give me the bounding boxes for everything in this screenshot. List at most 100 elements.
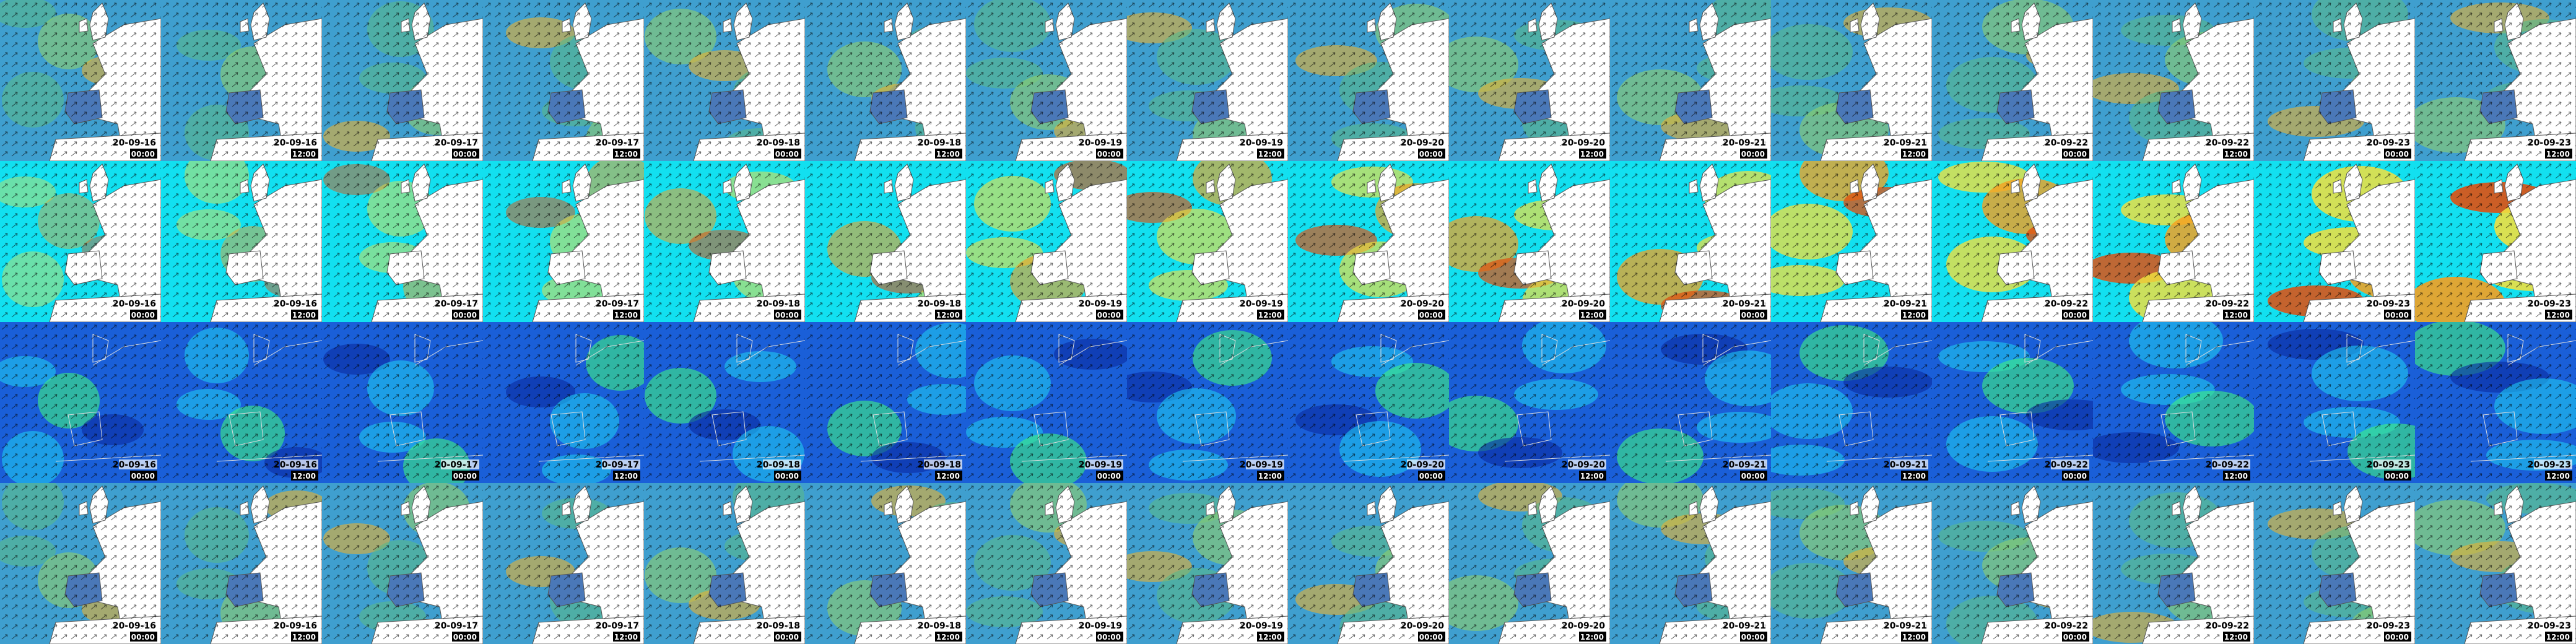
tile-content: 20-09-23 12:00 [2415, 161, 2576, 322]
time-box [935, 149, 962, 159]
time-label: 00:00 [2385, 311, 2409, 320]
time-label: 00:00 [453, 472, 477, 481]
wind-arrows [805, 161, 966, 322]
date-label: 20-09-20 [1401, 138, 1444, 148]
date-label: 20-09-18 [918, 299, 961, 309]
wind-arrows [1288, 0, 1449, 161]
map-tile: 20-09-20 00:00 [1288, 322, 1449, 483]
time-label: 00:00 [1419, 633, 1443, 642]
date-bg [1407, 459, 1445, 469]
time-label: 00:00 [2385, 472, 2409, 481]
map-tile: 20-09-18 12:00 [805, 161, 966, 322]
wind-arrows [2093, 161, 2254, 322]
map-tile: 20-09-23 12:00 [2415, 483, 2576, 644]
date-label: 20-09-18 [757, 460, 800, 470]
tile-content: 20-09-17 12:00 [483, 483, 644, 644]
date-bg [2051, 459, 2089, 469]
time-label: 00:00 [1741, 472, 1765, 481]
map-tile: 20-09-23 12:00 [2415, 0, 2576, 161]
wind-arrows [0, 483, 161, 644]
date-bg [1407, 298, 1445, 308]
date-bg [119, 298, 157, 308]
date-label: 20-09-22 [2045, 621, 2088, 631]
wind-arrows [161, 322, 322, 483]
tile-content: 20-09-16 00:00 [0, 161, 161, 322]
tile-content: 20-09-16 00:00 [0, 483, 161, 644]
time-label: 12:00 [1902, 150, 1926, 159]
tile-content: 20-09-20 12:00 [1449, 0, 1610, 161]
time-box [1579, 310, 1606, 320]
date-bg [1085, 620, 1123, 630]
date-label: 20-09-17 [596, 460, 639, 470]
date-bg [2534, 620, 2572, 630]
time-label: 12:00 [2546, 633, 2570, 642]
time-box [130, 310, 157, 320]
wind-arrows [1449, 322, 1610, 483]
tile-content: 20-09-23 00:00 [2254, 161, 2415, 322]
time-box [1257, 149, 1284, 159]
wind-arrows [2415, 161, 2576, 322]
time-box [2384, 632, 2411, 642]
time-label: 12:00 [2546, 311, 2570, 320]
tile-content: 20-09-21 00:00 [1610, 322, 1771, 483]
date-bg [924, 298, 962, 308]
date-bg [1568, 620, 1606, 630]
wind-arrows [2254, 483, 2415, 644]
date-label: 20-09-17 [435, 299, 478, 309]
date-label: 20-09-20 [1562, 460, 1605, 470]
tile-content: 20-09-18 12:00 [805, 0, 966, 161]
date-label: 20-09-23 [2528, 299, 2571, 309]
date-label: 20-09-23 [2528, 621, 2571, 631]
date-bg [763, 620, 801, 630]
tile-content: 20-09-19 12:00 [1127, 161, 1288, 322]
time-box [291, 310, 318, 320]
date-bg [1568, 298, 1606, 308]
time-box [613, 149, 640, 159]
time-label: 12:00 [1580, 150, 1604, 159]
time-label: 12:00 [1258, 150, 1282, 159]
date-label: 20-09-22 [2045, 460, 2088, 470]
tile-content: 20-09-23 00:00 [2254, 322, 2415, 483]
date-bg [2051, 298, 2089, 308]
time-box [613, 632, 640, 642]
wind-arrows [644, 483, 805, 644]
map-tile: 20-09-21 12:00 [1771, 161, 1932, 322]
date-label: 20-09-22 [2206, 299, 2249, 309]
date-bg [1246, 137, 1284, 147]
date-label: 20-09-21 [1723, 460, 1766, 470]
time-label: 00:00 [2063, 472, 2087, 481]
time-box [2062, 632, 2089, 642]
date-label: 20-09-21 [1723, 621, 1766, 631]
date-bg [2534, 137, 2572, 147]
wind-arrows [1932, 322, 2093, 483]
tile-content: 20-09-21 00:00 [1610, 483, 1771, 644]
date-label: 20-09-18 [918, 138, 961, 148]
date-label: 20-09-21 [1723, 138, 1766, 148]
time-label: 00:00 [131, 633, 155, 642]
wind-arrows [805, 322, 966, 483]
date-label: 20-09-17 [596, 138, 639, 148]
tile-content: 20-09-19 00:00 [966, 0, 1127, 161]
tile-content: 20-09-20 00:00 [1288, 483, 1449, 644]
date-label: 20-09-21 [1884, 621, 1927, 631]
tile-content: 20-09-23 12:00 [2415, 322, 2576, 483]
time-label: 12:00 [292, 311, 316, 320]
wind-arrows [322, 0, 483, 161]
time-box [1418, 471, 1445, 481]
wind-arrows [805, 0, 966, 161]
wind-arrows [483, 483, 644, 644]
date-bg [2212, 459, 2250, 469]
wind-arrows [483, 322, 644, 483]
time-label: 00:00 [131, 311, 155, 320]
date-label: 20-09-21 [1723, 299, 1766, 309]
map-tile: 20-09-22 12:00 [2093, 483, 2254, 644]
wind-arrows [1449, 0, 1610, 161]
time-box [2384, 149, 2411, 159]
tile-content: 20-09-19 00:00 [966, 161, 1127, 322]
tile-content: 20-09-20 00:00 [1288, 322, 1449, 483]
map-tile: 20-09-19 00:00 [966, 161, 1127, 322]
date-bg [1246, 459, 1284, 469]
time-label: 12:00 [1258, 472, 1282, 481]
map-tile: 20-09-22 00:00 [1932, 483, 2093, 644]
time-box [935, 471, 962, 481]
